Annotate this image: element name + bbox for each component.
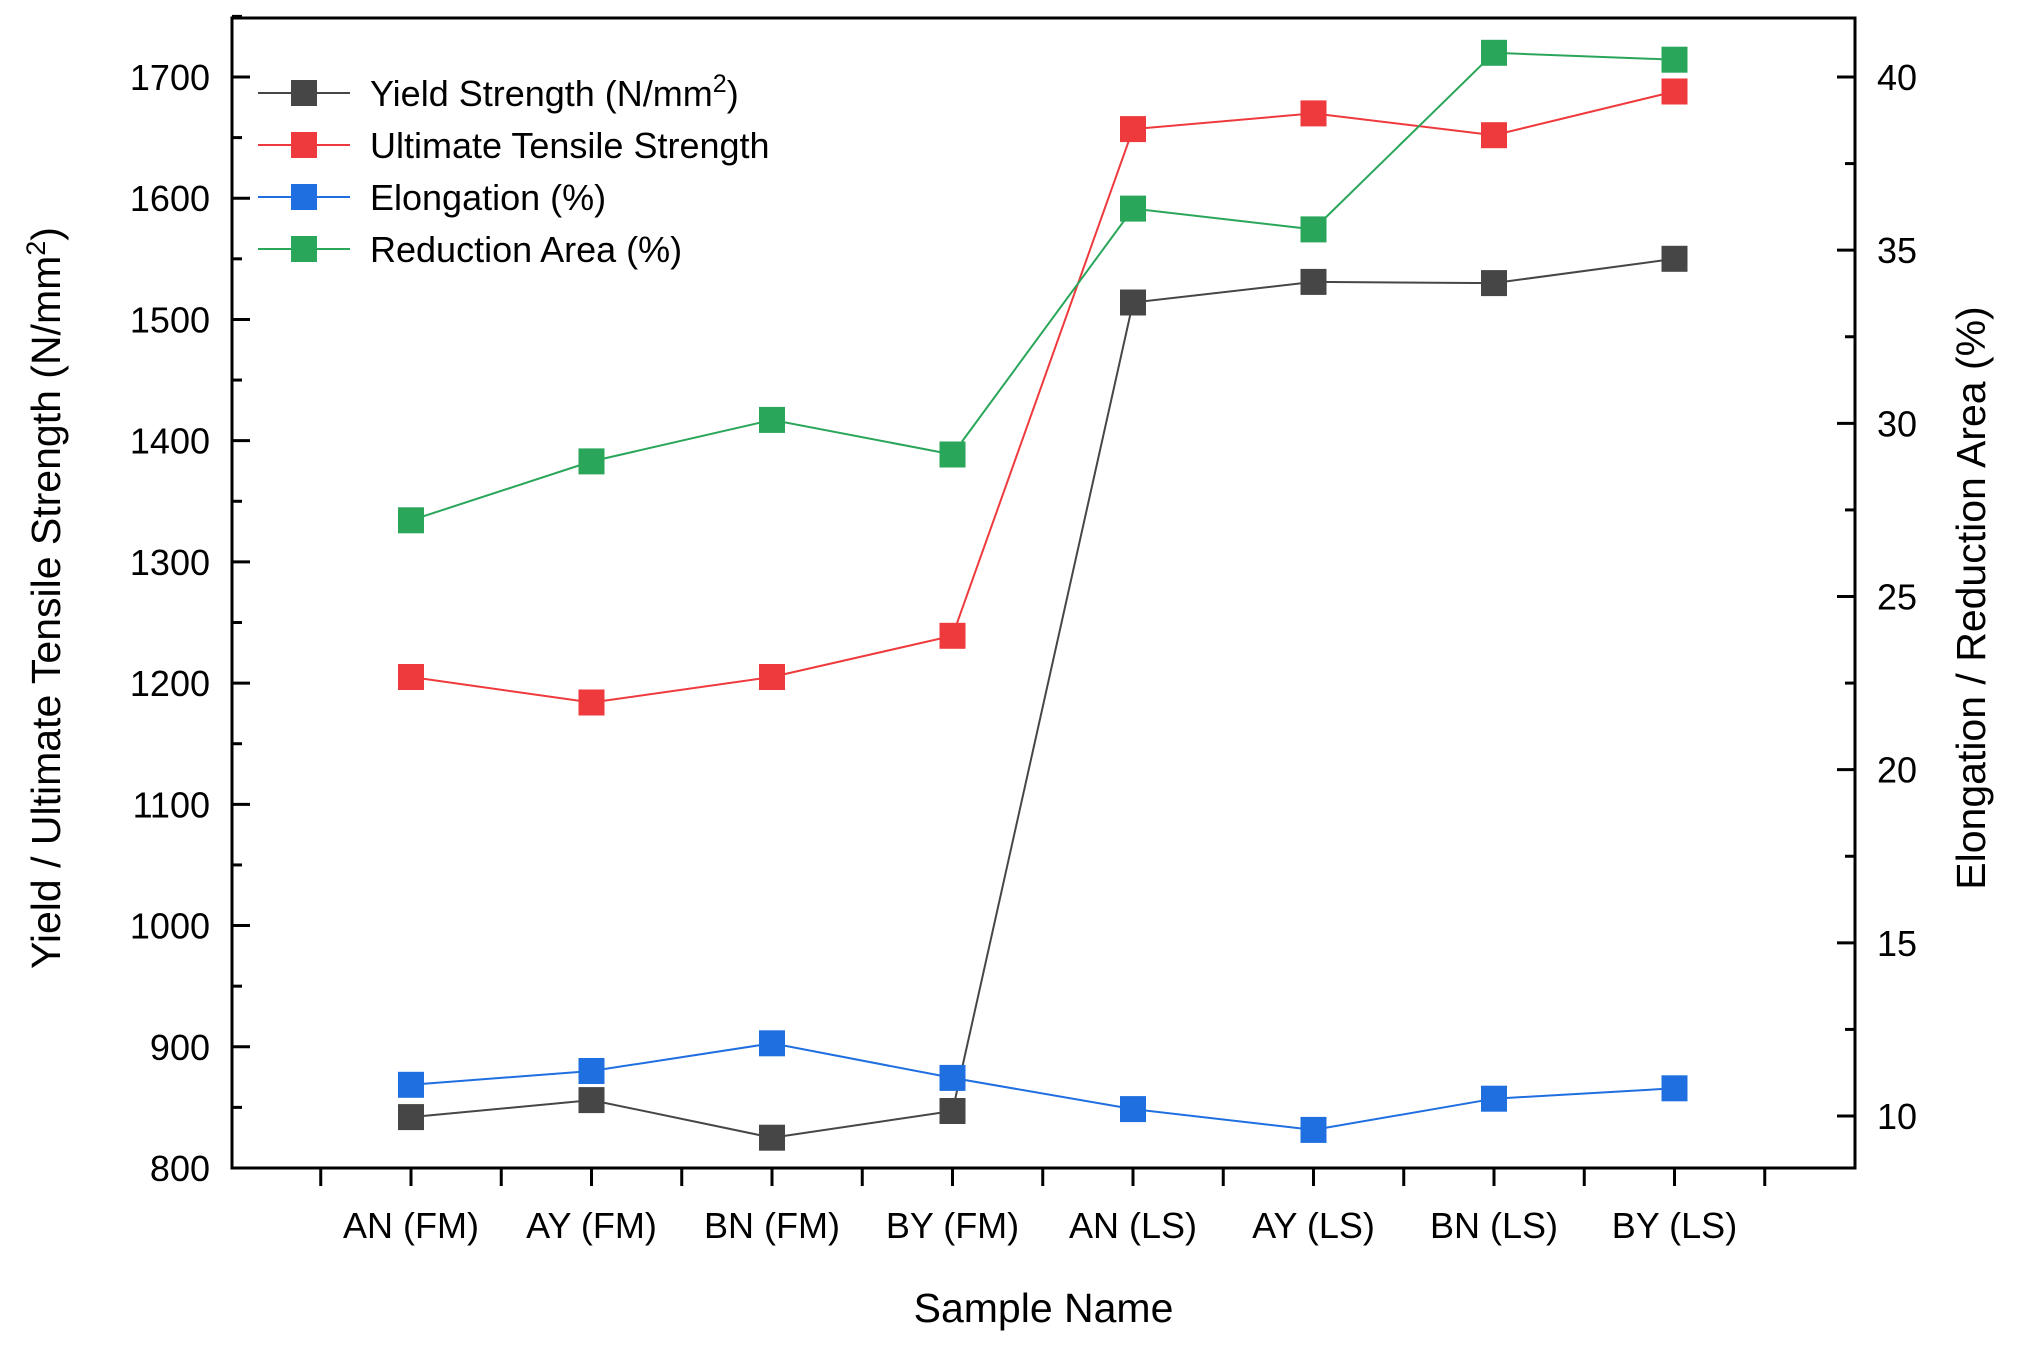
- y2-tick-label: 35: [1877, 230, 1917, 271]
- data-point-3-6: [1481, 39, 1507, 66]
- data-point-1-0: [398, 664, 424, 690]
- x-tick-label: BY (FM): [886, 1205, 1019, 1246]
- data-point-0-0: [398, 1104, 424, 1131]
- series-line-3: [410, 51, 1675, 522]
- x-tick-label: AY (FM): [526, 1205, 657, 1246]
- x-tick-label: BY (LS): [1612, 1205, 1737, 1246]
- y2-tick-label: 15: [1877, 923, 1917, 964]
- legend: Yield Strength (N/mm2) Ultimate Tensile S…: [258, 70, 770, 270]
- legend-marker-0: [291, 80, 317, 106]
- x-tick-label: AN (FM): [343, 1205, 479, 1246]
- axis-ticks: [232, 14, 1855, 1186]
- data-point-2-4: [1120, 1096, 1146, 1123]
- y-tick-label: 1500: [130, 299, 210, 340]
- legend-marker-2: [291, 184, 317, 210]
- data-point-0-2: [759, 1124, 785, 1151]
- legend-marker-3: [291, 236, 317, 262]
- data-point-1-1: [578, 689, 605, 716]
- y2-tick-label: 20: [1877, 750, 1917, 791]
- data-point-2-7: [1661, 1075, 1688, 1102]
- legend-label-0: Yield Strength (N/mm2): [370, 70, 739, 114]
- data-point-0-7: [1661, 245, 1688, 272]
- y2-tick-label: 10: [1877, 1096, 1917, 1137]
- data-point-3-2: [759, 406, 785, 433]
- data-point-2-2: [759, 1030, 785, 1057]
- data-point-3-5: [1300, 216, 1327, 243]
- y-tick-label: 900: [150, 1027, 210, 1068]
- legend-label-1: Ultimate Tensile Strength: [370, 125, 770, 166]
- data-point-2-3: [939, 1064, 966, 1091]
- y2-tick-label: 25: [1877, 577, 1917, 618]
- y-tick-label: 1300: [130, 542, 210, 583]
- series-line-0: [410, 257, 1675, 1139]
- series-line-2: [410, 1042, 1675, 1131]
- data-point-3-7: [1661, 46, 1688, 73]
- data-point-2-5: [1300, 1116, 1327, 1143]
- y-tick-label: 1700: [130, 57, 210, 98]
- data-point-3-4: [1120, 195, 1146, 222]
- data-point-1-4: [1120, 116, 1146, 143]
- x-axis-title: Sample Name: [914, 1285, 1174, 1331]
- data-point-1-7: [1661, 78, 1688, 105]
- plot-frame: [230, 16, 1857, 1170]
- x-tick-label: AY (LS): [1252, 1205, 1375, 1246]
- data-point-1-6: [1481, 122, 1507, 149]
- y-tick-label: 1400: [130, 421, 210, 462]
- y2-tick-label: 40: [1877, 57, 1917, 98]
- y-title-tail: ): [23, 227, 69, 241]
- data-point-0-4: [1120, 289, 1146, 316]
- data-point-1-5: [1300, 100, 1327, 127]
- x-tick-label: BN (LS): [1430, 1205, 1558, 1246]
- y-tick-label: 1200: [130, 663, 210, 704]
- y-tick-label: 800: [150, 1148, 210, 1189]
- series-markers: [398, 39, 1688, 1151]
- y-tick-label: 1600: [130, 178, 210, 219]
- x-tick-label: BN (FM): [704, 1205, 840, 1246]
- data-point-0-1: [578, 1087, 605, 1114]
- y-title-superscript: 2: [21, 241, 51, 256]
- y2-tick-label: 30: [1877, 403, 1917, 444]
- y-tick-label: 1000: [130, 906, 210, 947]
- legend-marker-1: [291, 132, 317, 158]
- y-tick-label: 1100: [133, 784, 210, 825]
- data-point-3-1: [578, 448, 605, 475]
- y2-axis-title: Elongation / Reduction Area (%): [1948, 306, 1994, 889]
- data-point-2-1: [578, 1058, 605, 1084]
- legend-label-2: Elongation (%): [370, 177, 606, 218]
- tick-labels: 800 900 1000 1100 1200 1300 1400 1500 1600 1700 10…: [130, 57, 1917, 1246]
- data-point-0-6: [1481, 270, 1507, 297]
- x-tick-label: AN (LS): [1069, 1205, 1197, 1246]
- data-point-0-3: [939, 1098, 966, 1124]
- data-point-3-3: [939, 441, 966, 468]
- legend-label-3: Reduction Area (%): [370, 229, 682, 270]
- y-axis-title: Yield / Ultimate Tensile Strength (N/mm2…: [21, 227, 69, 969]
- series-lines: [410, 51, 1675, 1139]
- data-point-3-0: [398, 507, 424, 534]
- y-title-main: Yield / Ultimate Tensile Strength (N/mm: [23, 256, 69, 969]
- data-point-2-0: [398, 1071, 424, 1098]
- series-line-1: [410, 90, 1675, 704]
- data-point-0-5: [1300, 268, 1327, 295]
- data-point-2-6: [1481, 1085, 1507, 1112]
- data-point-1-2: [759, 664, 785, 690]
- data-point-1-3: [939, 622, 966, 649]
